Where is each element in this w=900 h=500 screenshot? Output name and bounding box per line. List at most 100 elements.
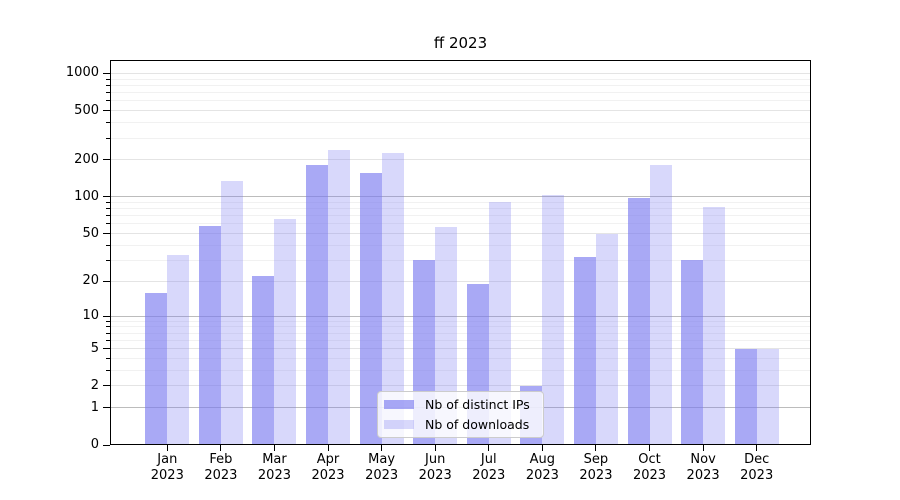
x-tick-feb [220,445,222,451]
gridline-500 [110,110,811,112]
gridline-2 [110,385,811,387]
x-tick-aug [541,445,543,451]
x-tick-label-jan-year: 2023 [150,467,184,483]
y-minor-tick-800 [106,84,110,86]
bar-distinct-ips-jan-2023 [145,292,168,445]
y-tick-5 [103,348,110,350]
y-minor-tick-700 [106,92,110,94]
legend-label-distinct-ips: Nb of distinct IPs [425,397,530,412]
y-tick-label-100: 100 [74,188,99,204]
y-tick-200 [103,159,110,161]
x-tick-label-sep: Sep [583,452,609,467]
bar-downloads-feb-2023 [220,180,243,445]
gridline-300 [110,137,811,139]
x-tick-label-feb: Feb [209,452,233,467]
y-minor-tick-8 [106,326,110,328]
gridline-70 [110,215,811,217]
y-tick-10 [103,315,110,317]
bar-distinct-ips-nov-2023 [681,260,704,445]
y-minor-tick-90 [106,201,110,203]
y-tick-1000 [103,72,110,74]
x-tick-label-nov-year: 2023 [686,467,720,483]
y-tick-label-2: 2 [90,377,99,393]
bar-downloads-oct-2023 [649,165,672,445]
x-tick-label-feb-year: 2023 [204,467,238,483]
gridline-9 [110,320,811,322]
gridline-6 [110,339,811,341]
y-minor-tick-300 [106,137,110,139]
gridline-20 [110,280,811,282]
gridline-60 [110,223,811,225]
x-tick-label-apr: Apr [316,452,340,467]
x-tick-jul [488,445,490,451]
legend-swatch-downloads [384,420,414,429]
bar-downloads-mar-2023 [274,218,297,445]
y-tick-0 [103,444,110,446]
x-tick-label-jun: Jun [425,452,446,467]
x-tick-jan [166,445,168,451]
y-minor-tick-9 [106,320,110,322]
y-tick-label-200: 200 [74,151,99,167]
y-minor-tick-30 [106,259,110,261]
gridline-5 [110,348,811,350]
bar-downloads-aug-2023 [542,195,565,445]
gridline-800 [110,84,811,86]
bar-downloads-jan-2023 [167,255,190,445]
chart-title: ff 2023 [433,34,488,52]
bar-distinct-ips-dec-2023 [734,348,757,445]
bar-downloads-dec-2023 [756,348,779,445]
bar-downloads-sep-2023 [595,233,618,445]
bar-distinct-ips-oct-2023 [627,198,650,445]
bar-distinct-ips-apr-2023 [306,164,329,445]
y-tick-label-10: 10 [82,308,99,324]
gridline-400 [110,122,811,124]
gridline-700 [110,92,811,94]
x-tick-label-jul: Jul [480,452,497,467]
plot-frame [110,60,811,445]
x-tick-label-aug: Aug [529,452,556,467]
y-minor-tick-7 [106,332,110,334]
gridline-600 [110,100,811,102]
x-tick-label-sep-year: 2023 [579,467,613,483]
y-tick-label-5: 5 [90,340,99,356]
gridline-90 [110,201,811,203]
y-tick-label-500: 500 [74,102,99,118]
bar-distinct-ips-feb-2023 [198,225,221,445]
y-minor-tick-80 [106,208,110,210]
x-tick-label-aug-year: 2023 [525,467,559,483]
gridline-80 [110,208,811,210]
gridline-100 [110,196,811,198]
bar-downloads-apr-2023 [328,149,351,445]
x-tick-label-nov: Nov [690,452,716,467]
gridline-8 [110,326,811,328]
bar-downloads-may-2023 [381,152,404,445]
y-tick-500 [103,110,110,112]
y-minor-tick-900 [106,78,110,80]
gridline-30 [110,259,811,261]
x-tick-label-jul-year: 2023 [472,467,506,483]
x-tick-label-jun-year: 2023 [418,467,452,483]
y-minor-tick-400 [106,122,110,124]
y-tick-label-1: 1 [90,399,99,415]
y-tick-1 [103,407,110,409]
x-tick-may [381,445,383,451]
bar-downloads-jun-2023 [435,226,458,445]
y-tick-label-0: 0 [90,437,99,452]
legend-item-downloads: Nb of downloads [378,417,543,432]
x-tick-label-mar-year: 2023 [257,467,291,483]
y-tick-100 [103,196,110,198]
gridline-1000 [110,72,811,74]
x-tick-jun [434,445,436,451]
gridline-40 [110,244,811,246]
x-tick-label-dec-year: 2023 [740,467,774,483]
y-minor-tick-4 [106,357,110,359]
gridline-50 [110,233,811,235]
y-tick-label-1000: 1000 [65,65,99,81]
bar-distinct-ips-mar-2023 [252,276,275,445]
y-tick-2 [103,385,110,387]
y-minor-tick-3 [106,369,110,371]
x-tick-apr [327,445,329,451]
y-minor-tick-6 [106,339,110,341]
x-tick-nov [702,445,704,451]
